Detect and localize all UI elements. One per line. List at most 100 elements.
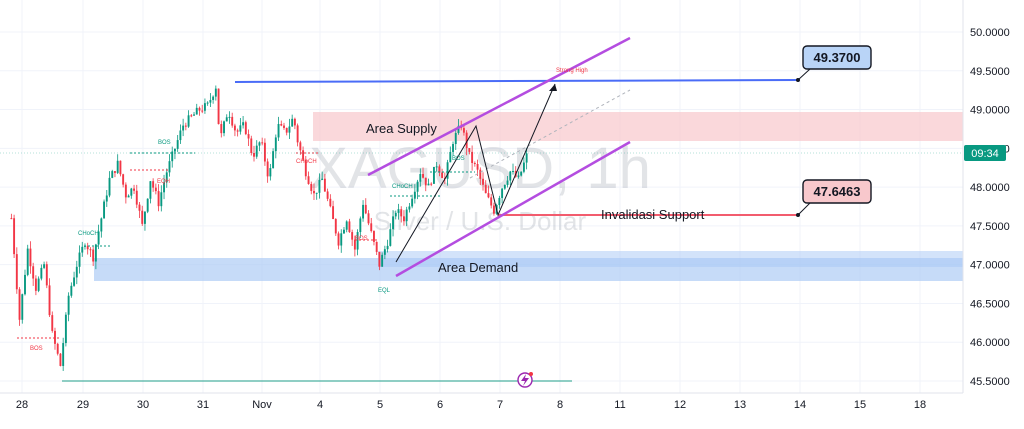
candle-body: [441, 172, 444, 178]
candle-body: [32, 266, 35, 279]
candle-body: [462, 128, 465, 133]
resistance-callout[interactable]: [802, 45, 872, 70]
candle-body: [258, 142, 261, 146]
candle-body: [381, 254, 384, 267]
support-callout-pointer: [797, 202, 811, 216]
candle-body: [111, 171, 114, 178]
candle-body: [280, 123, 283, 126]
candle-body: [37, 278, 40, 291]
supply-zone-label: Area Supply: [366, 121, 437, 136]
candle-body: [105, 195, 108, 202]
candle-body: [356, 232, 359, 250]
candle-body: [86, 245, 89, 250]
price-axis[interactable]: 50.000049.500049.000048.500048.000047.50…: [970, 27, 1010, 388]
candle-body: [329, 198, 332, 207]
support-callout[interactable]: [802, 179, 872, 204]
candle-body: [168, 161, 171, 173]
time-tick-label: 14: [794, 399, 806, 411]
candle-body: [198, 107, 201, 111]
candle-body: [13, 218, 16, 255]
candle-body: [492, 205, 495, 214]
supply-zone[interactable]: [313, 112, 963, 141]
candle-body: [343, 229, 345, 234]
candle-body: [465, 132, 468, 149]
candle-body: [201, 110, 204, 112]
candle-body: [149, 181, 152, 199]
candle-body: [413, 191, 416, 199]
price-tick-label: 50.0000: [970, 27, 1010, 39]
candle-body: [173, 148, 176, 152]
candle-body: [482, 178, 484, 185]
candle-body: [127, 195, 130, 198]
projection-path[interactable]: [395, 83, 556, 263]
price-tick-label: 45.5000: [970, 376, 1010, 388]
candle-body: [520, 171, 523, 176]
demand-zone-label: Area Demand: [438, 260, 518, 275]
candle-body: [411, 198, 414, 207]
lightning-icon[interactable]: [517, 372, 533, 388]
candle-body: [397, 209, 400, 213]
candle-body: [122, 174, 125, 185]
candle-body: [283, 125, 285, 128]
candle-body: [266, 161, 269, 177]
time-axis[interactable]: 28 29 30 31 Nov 4 5 6 7 8 11 12 13 14 15 18: [16, 399, 926, 411]
candle-body: [296, 125, 299, 143]
time-tick-label: 13: [734, 399, 746, 411]
candle-body: [337, 233, 340, 246]
candle-body: [193, 114, 195, 116]
candle-body: [498, 197, 501, 206]
channel-upper-line[interactable]: [367, 36, 631, 177]
candle-body: [367, 213, 370, 224]
candle-body: [432, 166, 435, 184]
candle-body: [430, 183, 433, 185]
channel-lower-line[interactable]: [395, 140, 631, 278]
candle-body: [522, 162, 525, 172]
price-tick-label: 48.0000: [970, 182, 1010, 194]
time-tick-label: 12: [674, 399, 686, 411]
candle-body: [479, 169, 482, 179]
candle-body: [512, 171, 514, 173]
candle-body: [114, 171, 116, 173]
candle-body: [138, 204, 141, 211]
candle-body: [75, 266, 78, 278]
candle-body: [255, 145, 258, 157]
candle-body: [242, 122, 245, 126]
watermark-description: Silver / U.S. Dollar: [374, 206, 587, 236]
candle-body: [54, 330, 56, 344]
candle-body: [484, 184, 487, 194]
candle-body: [223, 121, 225, 134]
candle-body: [302, 150, 305, 160]
candle-body: [332, 206, 335, 220]
resistance-line[interactable]: [234, 79, 799, 83]
candle-body: [116, 160, 119, 173]
candle-body: [408, 206, 411, 210]
candle-body: [133, 188, 136, 191]
candle-body: [247, 134, 250, 139]
candle-body: [146, 198, 149, 212]
candle-body: [29, 248, 32, 267]
candle-body: [503, 184, 506, 189]
candle-body: [476, 164, 479, 170]
candle-body: [62, 343, 65, 366]
time-tick-label: 6: [437, 399, 443, 411]
eql-label: EQL: [378, 288, 391, 294]
candle-body: [176, 140, 179, 149]
candle-body: [427, 183, 430, 186]
candle-body: [402, 216, 405, 222]
candle-body: [212, 96, 215, 100]
time-tick-label: 31: [197, 399, 209, 411]
channel-mid-line: [469, 89, 631, 179]
candle-body: [446, 162, 449, 179]
candle-body: [353, 239, 356, 250]
strong-high-label: Strong High: [556, 68, 588, 74]
candle-body: [392, 216, 395, 230]
candle-body: [56, 343, 59, 354]
projection-arrow-icon: [549, 84, 557, 91]
candle-body: [239, 125, 242, 132]
candle-body: [108, 177, 111, 196]
candle-body: [310, 183, 313, 191]
time-tick-label: 18: [914, 399, 926, 411]
candle-body: [506, 180, 509, 185]
candle-body: [231, 116, 234, 126]
